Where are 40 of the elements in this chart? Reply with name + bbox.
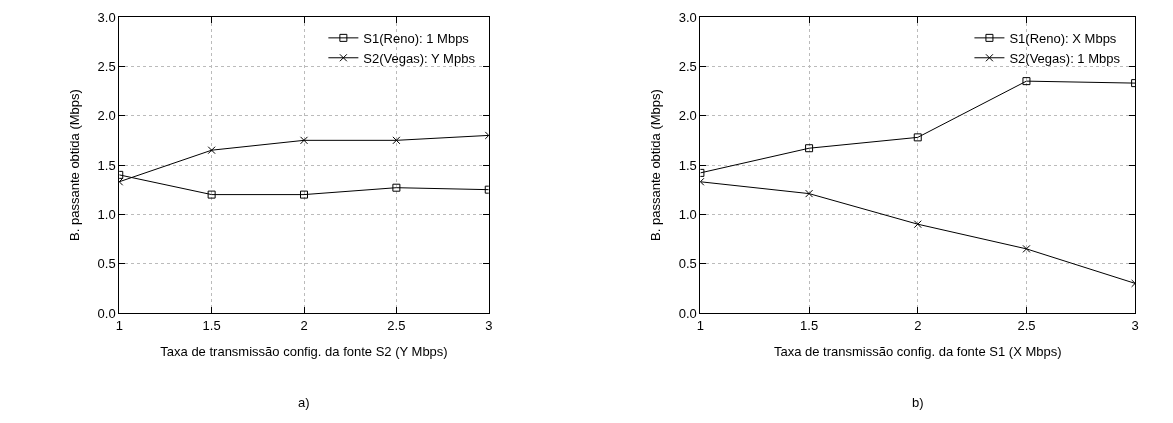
y-tick-label: 0.0 (97, 305, 116, 321)
x-tick-label: 2 (914, 317, 922, 333)
point (1022, 77, 1031, 86)
y-tick-label: 3.0 (678, 9, 697, 25)
text: a) (298, 395, 310, 410)
x-tick-label: 1.5 (202, 317, 221, 333)
point (913, 133, 922, 142)
x-axis-title: Taxa de transmissão config. da fonte S1 (X Mbps) (773, 344, 1062, 360)
x-tick-label: 2.5 (387, 317, 406, 333)
x-tick-label: 3 (485, 317, 493, 333)
point (207, 190, 216, 199)
y-tick-label: 2.0 (97, 108, 116, 124)
x-tick-label: 2 (300, 317, 308, 333)
y-tick-label: 2.0 (678, 108, 697, 124)
y-tick-label: 1.0 (678, 206, 697, 222)
point (805, 144, 814, 153)
y-axis-title: B. passante obtida (Mbps) (66, 89, 82, 241)
point (392, 183, 401, 192)
y-tick-label: 1.5 (678, 157, 697, 173)
y-tick-label: 0.0 (678, 305, 697, 321)
x-tick-label: 1.5 (800, 317, 819, 333)
x-axis-title: Taxa de transmissão config. da fonte S2 (Y Mbps) (160, 344, 448, 360)
y-tick-label: 0.5 (97, 256, 116, 272)
y-tick-label: 3.0 (97, 9, 116, 25)
y-tick-label: 2.5 (97, 58, 116, 74)
y-axis-title: B. passante obtida (Mbps) (647, 89, 663, 241)
legend-label: S2(Vegas): Y Mpbs (363, 50, 476, 66)
y-tick-label: 1.5 (97, 157, 116, 173)
y-tick-label: 2.5 (678, 58, 697, 74)
y-tick-label: 1.0 (97, 206, 116, 222)
x-tick-label: 1 (115, 317, 123, 333)
legend-label: S2(Vegas): 1 Mbps (1009, 50, 1121, 66)
y-tick-label: 0.5 (678, 256, 697, 272)
x-tick-label: 3 (1131, 317, 1139, 333)
legend-label: S1(Reno): 1 Mbps (363, 30, 470, 46)
point (300, 190, 309, 199)
x-tick-label: 1 (696, 317, 705, 333)
text: b) (912, 395, 924, 410)
x-tick-label: 2.5 (1017, 317, 1036, 333)
legend-label: S1(Reno): X Mbps (1009, 30, 1117, 46)
